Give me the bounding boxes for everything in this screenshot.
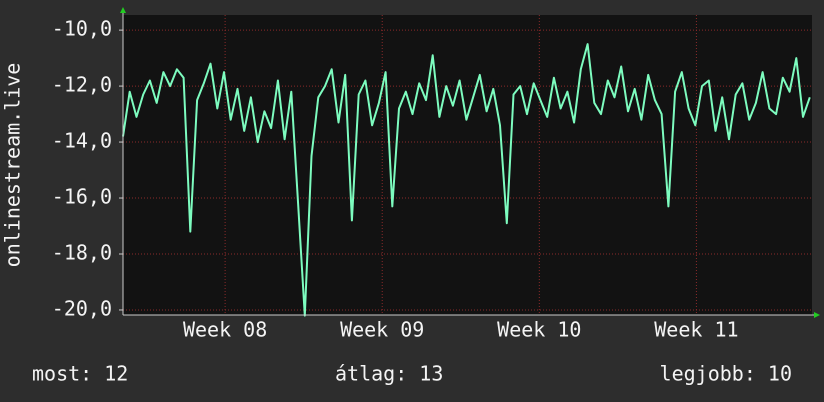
legend-stat: most: 12: [32, 362, 128, 386]
legend-stat: átlag: 13: [335, 362, 443, 386]
y-tick-label: -18,0: [52, 240, 112, 264]
axis-arrow: [120, 7, 126, 13]
y-axis-label: onlinestream.live: [1, 63, 25, 268]
y-tick-label: -12,0: [52, 73, 112, 97]
legend-stat: legjobb: 10: [660, 362, 792, 386]
x-tick-label: Week 08: [183, 318, 267, 342]
grid: [119, 15, 812, 315]
plot-area: [123, 15, 812, 315]
x-tick-label: Week 09: [340, 318, 424, 342]
y-tick-label: -14,0: [52, 129, 112, 153]
y-tick-label: -16,0: [52, 185, 112, 209]
x-tick-label: Week 10: [497, 318, 581, 342]
y-tick-label: -10,0: [52, 17, 112, 41]
y-tick-label: -20,0: [52, 296, 112, 320]
data-line: [122, 43, 811, 317]
x-tick-label: Week 11: [654, 318, 738, 342]
axis-arrow: [814, 312, 820, 318]
marks: [122, 43, 811, 317]
